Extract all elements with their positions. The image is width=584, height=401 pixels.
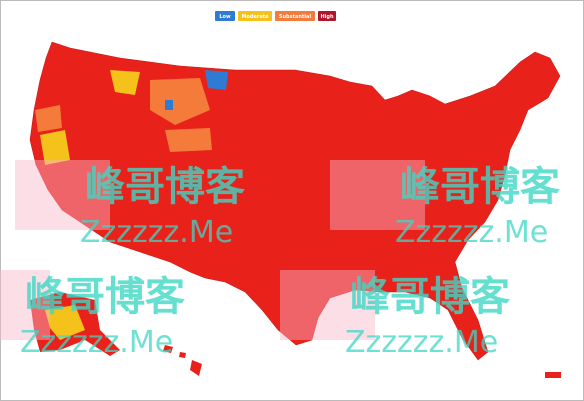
watermark-title: 峰哥博客 xyxy=(85,164,245,210)
legend-swatch xyxy=(238,11,272,21)
watermark-title: 峰哥博客 xyxy=(25,274,185,320)
watermark-band xyxy=(15,160,110,230)
nw-yellow xyxy=(40,70,140,165)
legend-swatch xyxy=(275,11,315,21)
nw-blue xyxy=(165,70,228,110)
watermark-subtitle: Zzzzzz.Me xyxy=(80,215,233,250)
watermarks: 峰哥博客 Zzzzzz.Me 峰哥博客 Zzzzzz.Me 峰哥博客 Zzzzzz.Me 峰… xyxy=(0,160,560,360)
watermark-band xyxy=(330,160,425,230)
legend: Low Moderate Substantial High xyxy=(215,11,336,21)
legend-swatch xyxy=(318,11,336,21)
watermark-subtitle: Zzzzzz.Me xyxy=(345,325,498,360)
watermark-title: 峰哥博客 xyxy=(350,274,510,320)
watermark-subtitle: Zzzzzz.Me xyxy=(20,325,173,360)
legend-label: High xyxy=(320,14,333,20)
legend-label: Substantial xyxy=(279,14,312,20)
contiguous-us xyxy=(29,41,561,361)
nw-orange xyxy=(150,78,210,125)
us-map xyxy=(29,41,561,378)
legend-label: Moderate xyxy=(241,14,269,20)
watermark-band xyxy=(0,270,50,340)
watermark-title: 峰哥博客 xyxy=(400,164,560,210)
watermark-subtitle: Zzzzzz.Me xyxy=(395,215,548,250)
legend-label: Low xyxy=(219,14,231,20)
alaska-patch xyxy=(45,305,85,340)
watermark-band xyxy=(280,270,375,340)
michigan xyxy=(388,100,420,150)
puerto-rico xyxy=(545,372,561,378)
legend-swatch xyxy=(215,11,235,21)
hawaii xyxy=(163,345,202,376)
mt-orange xyxy=(35,105,212,152)
